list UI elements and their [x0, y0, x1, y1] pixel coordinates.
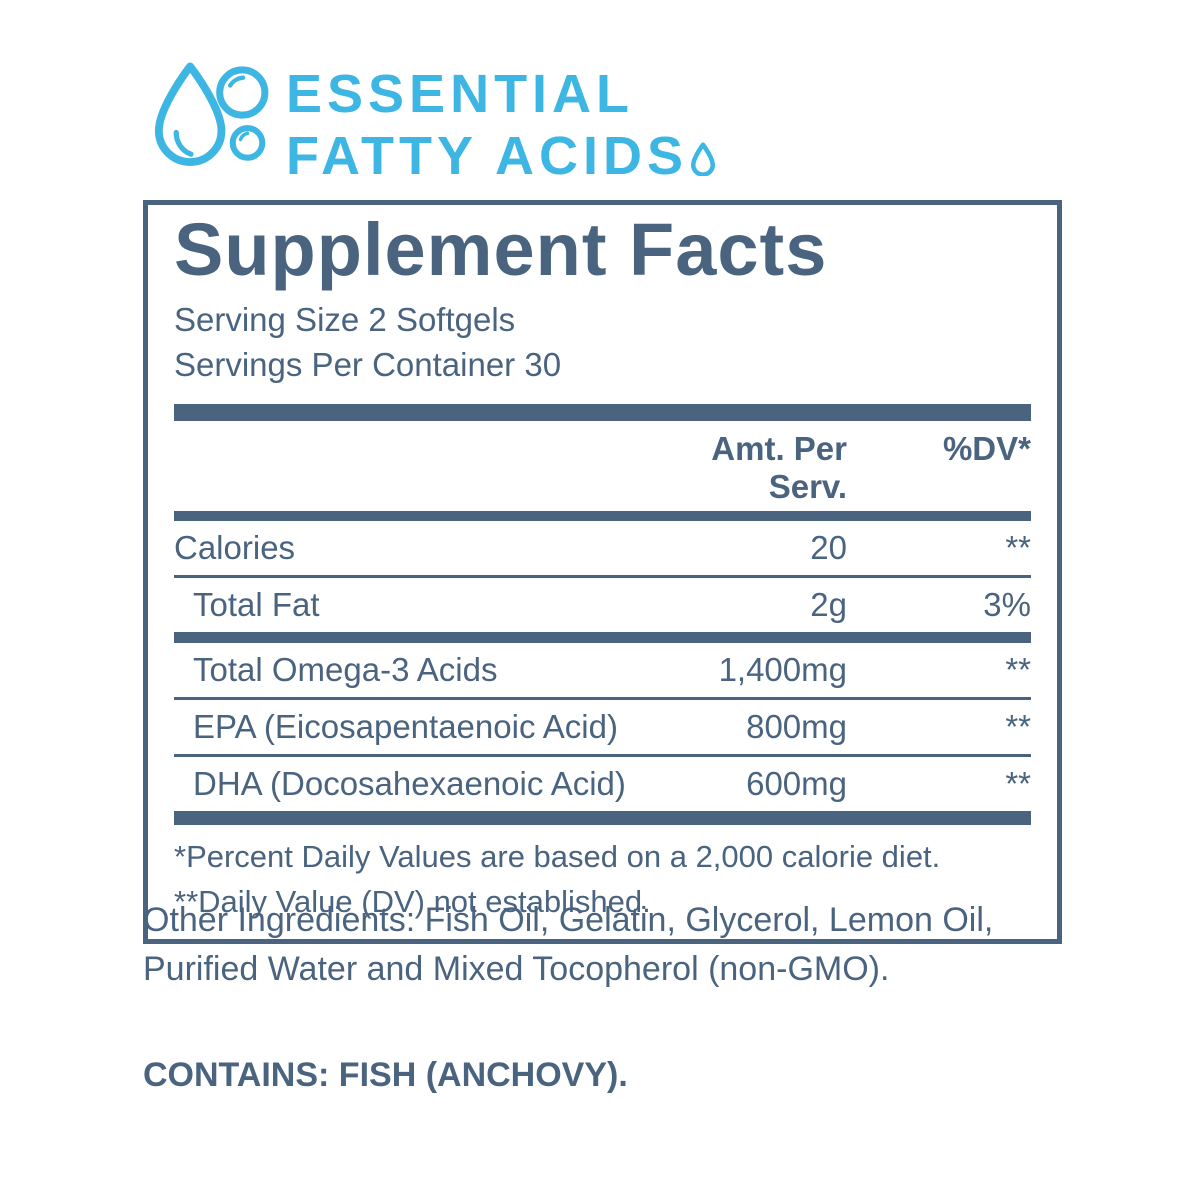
nutrient-row: Total Omega-3 Acids 1,400mg ** [174, 643, 1031, 697]
brand-title-line2: FATTY ACIDS [286, 126, 716, 190]
footnotes: *Percent Daily Values are based on a 2,0… [174, 825, 1031, 925]
nutrient-dv: ** [1005, 707, 1031, 745]
nutrient-amount: 20 [810, 528, 847, 566]
row-separator [174, 753, 1031, 757]
contains-statement: CONTAINS: FISH (ANCHOVY). [143, 1056, 628, 1094]
row-separator [174, 574, 1031, 578]
row-separator [174, 631, 1031, 643]
footnote-daily-values: *Percent Daily Values are based on a 2,0… [174, 838, 941, 874]
servings-per-container: Servings Per Container 30 [174, 346, 562, 384]
nutrient-name: Total Fat [193, 585, 320, 623]
nutrient-row: DHA (Docosahexaenoic Acid) 600mg ** [174, 757, 1031, 811]
nutrient-dv: ** [1005, 528, 1031, 566]
nutrient-row: EPA (Eicosapentaenoic Acid) 800mg ** [174, 700, 1031, 754]
divider-heavy [174, 403, 1031, 421]
water-drop-bubbles-icon [150, 56, 272, 174]
column-header-amount: Amt. Per Serv. [711, 429, 847, 505]
nutrient-amount: 800mg [746, 707, 847, 745]
facts-rows: Calories 20 ** Total Fat 2g 3% Total Ome… [174, 521, 1031, 825]
footnote-dv-not-established: **Daily Value (DV) not established. [174, 883, 651, 919]
nutrient-dv: ** [1005, 764, 1031, 802]
serving-size: Serving Size 2 Softgels [174, 300, 516, 338]
column-header-dv: %DV* [942, 429, 1031, 467]
column-header-row: Amt. Per Serv. %DV* [174, 421, 1031, 511]
nutrient-amount: 2g [810, 585, 847, 623]
nutrient-row: Calories 20 ** [174, 521, 1031, 575]
row-separator [174, 810, 1031, 825]
nutrient-row: Total Fat 2g 3% [174, 578, 1031, 632]
supplement-facts-panel: Supplement Facts Serving Size 2 Softgels… [143, 200, 1062, 944]
nutrient-amount: 600mg [746, 764, 847, 802]
nutrient-dv: ** [1005, 650, 1031, 688]
row-separator [174, 696, 1031, 700]
divider-medium [174, 510, 1031, 521]
nutrient-dv: 3% [983, 585, 1031, 623]
brand-wordmark: ESSENTIAL FATTY ACIDS [286, 64, 716, 189]
other-ingredients: Other Ingredients: Fish Oil, Gelatin, Gl… [143, 901, 994, 989]
small-droplet-icon [690, 128, 716, 190]
brand-title-line2-text: FATTY ACIDS [286, 125, 689, 186]
panel-title: Supplement Facts [174, 208, 828, 291]
nutrient-name: Total Omega-3 Acids [193, 650, 498, 688]
nutrient-name: Calories [174, 528, 296, 566]
nutrient-amount: 1,400mg [718, 650, 847, 688]
nutrient-name: DHA (Docosahexaenoic Acid) [193, 764, 626, 802]
brand-header: ESSENTIAL FATTY ACIDS [150, 56, 716, 189]
brand-title-line1: ESSENTIAL [286, 64, 635, 124]
nutrient-name: EPA (Eicosapentaenoic Acid) [193, 707, 618, 745]
